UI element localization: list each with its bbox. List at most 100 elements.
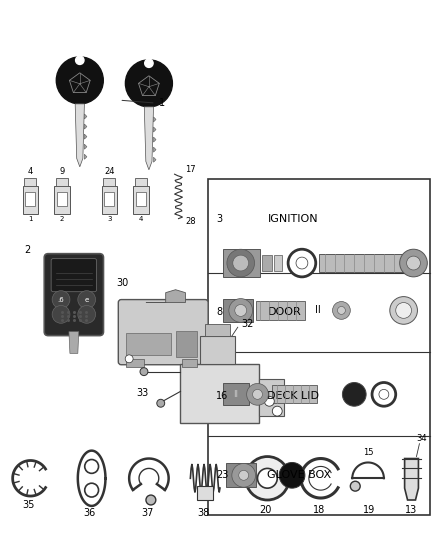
Text: 23: 23 <box>216 470 228 480</box>
Circle shape <box>52 290 70 309</box>
Text: 36: 36 <box>84 508 96 518</box>
Circle shape <box>296 257 308 269</box>
Text: DOOR: DOOR <box>267 308 301 318</box>
Bar <box>200 336 235 364</box>
Bar <box>25 192 35 206</box>
Circle shape <box>247 384 268 405</box>
Text: .6: .6 <box>58 296 64 303</box>
Polygon shape <box>153 137 156 142</box>
Polygon shape <box>153 157 156 162</box>
Text: 35: 35 <box>22 500 35 510</box>
Circle shape <box>372 383 396 406</box>
Circle shape <box>258 469 277 488</box>
Bar <box>208 179 430 515</box>
Text: 8: 8 <box>216 308 222 318</box>
Text: 20: 20 <box>259 505 272 515</box>
Text: GLOVE BOX: GLOVE BOX <box>267 470 332 480</box>
Bar <box>22 186 38 214</box>
Circle shape <box>396 303 412 318</box>
Circle shape <box>332 302 350 319</box>
Circle shape <box>85 459 99 473</box>
Circle shape <box>232 464 255 487</box>
Circle shape <box>350 481 360 491</box>
Text: 16: 16 <box>216 391 228 401</box>
Polygon shape <box>153 147 156 152</box>
Circle shape <box>125 355 133 363</box>
Circle shape <box>400 249 427 277</box>
Circle shape <box>233 255 249 271</box>
Text: 33: 33 <box>136 389 148 398</box>
Bar <box>180 364 259 423</box>
Circle shape <box>288 249 316 277</box>
Circle shape <box>157 399 165 407</box>
Polygon shape <box>75 104 85 167</box>
Text: 28: 28 <box>185 216 196 225</box>
Bar <box>136 192 146 206</box>
Bar <box>54 186 70 214</box>
Polygon shape <box>146 290 185 303</box>
Circle shape <box>235 304 247 317</box>
Circle shape <box>265 397 274 406</box>
Polygon shape <box>85 134 87 139</box>
Text: 3: 3 <box>216 214 222 224</box>
Bar <box>255 301 305 320</box>
Text: II: II <box>315 305 321 316</box>
Circle shape <box>78 305 95 324</box>
FancyBboxPatch shape <box>51 259 96 292</box>
Polygon shape <box>69 332 79 353</box>
Circle shape <box>140 368 148 376</box>
Circle shape <box>227 249 254 277</box>
Bar <box>197 486 213 500</box>
Text: 38: 38 <box>197 508 209 518</box>
Text: 37: 37 <box>141 508 153 518</box>
Bar <box>205 324 230 336</box>
Bar <box>105 192 114 206</box>
Bar <box>223 298 253 322</box>
Bar <box>272 385 317 403</box>
Circle shape <box>229 298 253 322</box>
Polygon shape <box>85 114 87 119</box>
Circle shape <box>57 57 103 104</box>
Bar <box>274 255 282 271</box>
Circle shape <box>279 463 305 488</box>
Bar <box>103 178 115 186</box>
Circle shape <box>145 59 153 67</box>
Circle shape <box>76 56 84 64</box>
Text: 32: 32 <box>242 319 254 329</box>
Bar <box>133 186 149 214</box>
Bar <box>57 192 67 206</box>
Circle shape <box>253 390 262 399</box>
Circle shape <box>390 296 417 324</box>
Bar <box>319 254 406 272</box>
Circle shape <box>146 495 156 505</box>
Text: 4: 4 <box>139 215 143 222</box>
Circle shape <box>406 256 420 270</box>
Circle shape <box>246 457 289 500</box>
Bar <box>226 464 255 487</box>
Bar <box>223 249 261 277</box>
Text: 15: 15 <box>363 448 374 457</box>
Circle shape <box>343 383 366 406</box>
Polygon shape <box>144 107 153 170</box>
Polygon shape <box>153 127 156 132</box>
Text: 2: 2 <box>25 245 31 255</box>
Bar <box>126 333 171 355</box>
Bar <box>25 178 36 186</box>
Polygon shape <box>85 154 87 159</box>
Text: e: e <box>85 296 89 303</box>
Text: 18: 18 <box>313 505 325 515</box>
Text: 24: 24 <box>104 167 115 176</box>
Text: 13: 13 <box>405 505 417 515</box>
Polygon shape <box>85 144 87 149</box>
Bar <box>259 378 284 416</box>
Polygon shape <box>153 117 156 122</box>
Bar <box>56 178 68 186</box>
FancyBboxPatch shape <box>44 254 103 336</box>
Circle shape <box>52 305 70 324</box>
Text: 34: 34 <box>417 434 427 443</box>
Text: 4: 4 <box>28 167 33 176</box>
Text: 17: 17 <box>185 165 196 174</box>
Text: 9: 9 <box>60 167 65 176</box>
Bar <box>126 359 144 367</box>
Polygon shape <box>405 458 418 500</box>
